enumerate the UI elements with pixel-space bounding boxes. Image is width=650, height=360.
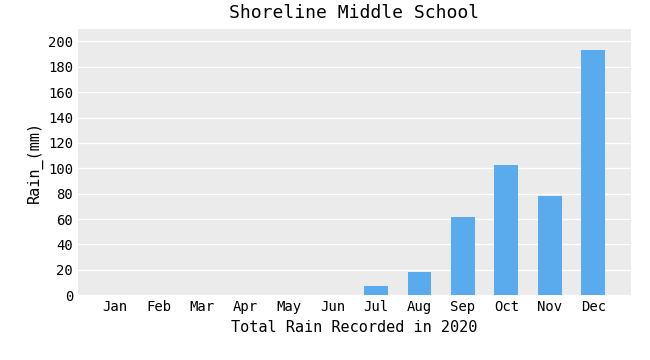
Bar bbox=[582, 50, 605, 295]
Bar bbox=[451, 217, 475, 295]
X-axis label: Total Rain Recorded in 2020: Total Rain Recorded in 2020 bbox=[231, 320, 478, 334]
Bar bbox=[364, 286, 388, 295]
Y-axis label: Rain_(mm): Rain_(mm) bbox=[26, 121, 42, 203]
Title: Shoreline Middle School: Shoreline Middle School bbox=[229, 4, 479, 22]
Bar bbox=[408, 273, 432, 295]
Bar bbox=[538, 196, 562, 295]
Bar bbox=[495, 165, 519, 295]
